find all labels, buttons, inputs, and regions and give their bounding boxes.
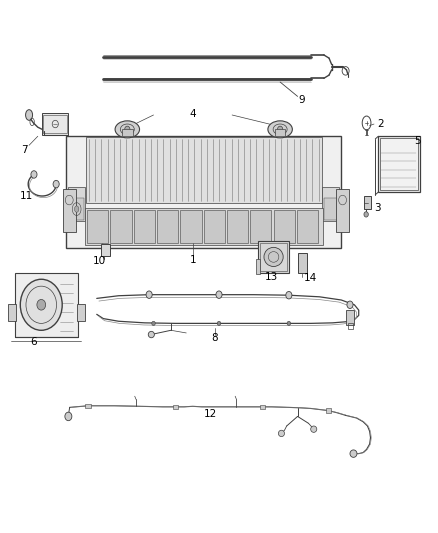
Ellipse shape: [311, 426, 317, 432]
Text: 12: 12: [204, 409, 217, 419]
Bar: [68, 187, 85, 221]
Bar: [275, 130, 286, 136]
Bar: [87, 210, 108, 243]
Bar: [258, 241, 289, 273]
Bar: [101, 244, 110, 256]
Ellipse shape: [364, 212, 368, 217]
Text: 3: 3: [374, 203, 381, 213]
Ellipse shape: [74, 206, 79, 212]
Text: 2: 2: [377, 119, 384, 129]
Bar: [204, 210, 225, 243]
Bar: [180, 210, 201, 243]
Ellipse shape: [217, 321, 221, 326]
Bar: [380, 139, 418, 190]
Ellipse shape: [25, 110, 32, 120]
Bar: [122, 130, 133, 136]
Bar: [260, 405, 265, 409]
Ellipse shape: [287, 321, 290, 326]
Bar: [336, 189, 349, 232]
Ellipse shape: [278, 126, 283, 133]
Bar: [42, 114, 68, 135]
Bar: [324, 198, 338, 220]
Ellipse shape: [268, 121, 292, 138]
Text: 9: 9: [299, 95, 305, 105]
Bar: [110, 210, 131, 243]
Bar: [173, 405, 178, 409]
Bar: [346, 310, 354, 325]
Bar: [251, 210, 272, 243]
Text: 1: 1: [190, 255, 196, 264]
Ellipse shape: [347, 301, 353, 309]
Ellipse shape: [152, 321, 155, 326]
Text: 13: 13: [265, 272, 278, 282]
Text: 10: 10: [92, 256, 106, 266]
Ellipse shape: [37, 300, 46, 310]
Ellipse shape: [286, 292, 292, 299]
Bar: [378, 136, 420, 192]
Bar: [43, 115, 67, 133]
Ellipse shape: [279, 430, 285, 437]
Ellipse shape: [20, 279, 62, 330]
Bar: [8, 304, 16, 321]
Bar: [134, 210, 155, 243]
Ellipse shape: [350, 450, 357, 457]
Bar: [70, 198, 84, 220]
Ellipse shape: [125, 126, 130, 133]
Bar: [66, 136, 341, 248]
Bar: [85, 208, 323, 245]
Bar: [14, 273, 78, 337]
Text: 14: 14: [304, 273, 317, 282]
Ellipse shape: [53, 180, 59, 188]
Bar: [261, 243, 287, 271]
Bar: [297, 210, 318, 243]
Text: 5: 5: [415, 136, 421, 146]
Ellipse shape: [216, 291, 222, 298]
Bar: [322, 187, 339, 221]
Ellipse shape: [31, 171, 37, 178]
Text: 8: 8: [211, 333, 218, 343]
Bar: [63, 189, 76, 232]
Ellipse shape: [264, 247, 283, 266]
Ellipse shape: [148, 332, 154, 338]
Bar: [274, 210, 295, 243]
Bar: [256, 259, 261, 274]
Ellipse shape: [115, 121, 140, 138]
Bar: [77, 304, 85, 321]
Bar: [297, 253, 307, 273]
Bar: [86, 138, 321, 203]
Bar: [157, 210, 178, 243]
Bar: [227, 210, 248, 243]
Bar: [348, 323, 353, 329]
Ellipse shape: [146, 291, 152, 298]
Text: 7: 7: [21, 144, 28, 155]
Bar: [85, 403, 91, 408]
Text: 11: 11: [19, 191, 33, 201]
Text: 4: 4: [190, 109, 196, 119]
Bar: [325, 408, 331, 413]
Ellipse shape: [65, 412, 72, 421]
Text: 6: 6: [30, 337, 37, 347]
Bar: [364, 196, 371, 209]
